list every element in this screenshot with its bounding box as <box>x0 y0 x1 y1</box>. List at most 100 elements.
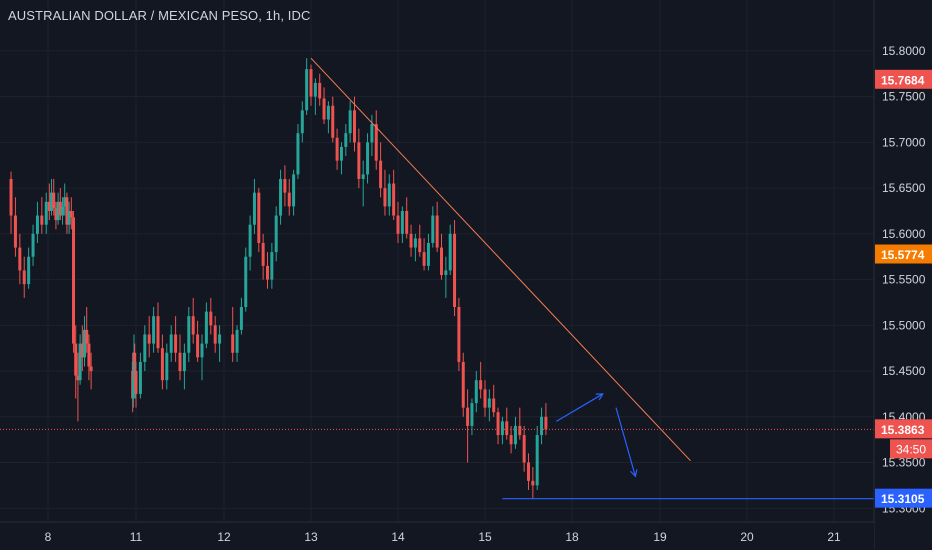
candle-body <box>85 329 89 344</box>
candle-body <box>44 201 48 225</box>
candle-body <box>370 124 374 143</box>
candle-body <box>87 343 91 367</box>
candle-body <box>83 329 87 358</box>
candle-body <box>165 352 169 381</box>
candle-body <box>218 334 222 344</box>
candle-body <box>58 201 62 216</box>
drawings[interactable] <box>0 57 874 500</box>
candle-body <box>405 210 409 234</box>
candle-body <box>374 124 378 161</box>
time-tick-label: 19 <box>653 530 667 544</box>
symbol-title: AUSTRALIAN DOLLAR / MEXICAN PESO, 1h, ID… <box>8 8 311 23</box>
candle-body <box>133 352 137 381</box>
candle-body <box>209 311 213 326</box>
candle-body <box>78 343 82 381</box>
time-tick-label: 20 <box>740 530 754 544</box>
candle-body <box>313 82 317 97</box>
candle-body <box>54 208 58 221</box>
price-tick-label: 15.7000 <box>882 135 926 149</box>
candle-body <box>531 480 535 486</box>
candle-body <box>213 325 217 344</box>
candle-body <box>413 238 417 248</box>
candle-body <box>483 389 487 408</box>
candle-body <box>387 183 391 207</box>
candle-body <box>35 215 39 234</box>
price-tick-label: 15.6500 <box>882 181 926 195</box>
candle-body <box>500 421 504 436</box>
price-axis[interactable]: 15.300015.350015.400015.450015.500015.55… <box>873 0 932 550</box>
price-tick-label: 15.8000 <box>882 44 926 58</box>
time-tick-label: 14 <box>391 530 405 544</box>
candle-body <box>257 192 261 243</box>
candle-body <box>535 435 539 486</box>
candle-body <box>331 105 335 138</box>
candle-body <box>479 380 483 390</box>
candle-body <box>178 352 182 372</box>
countdown-badge <box>890 439 932 459</box>
candle-body <box>400 210 404 234</box>
projection-arrow[interactable] <box>556 393 604 422</box>
candle-body <box>63 197 67 207</box>
price-badge <box>875 419 932 439</box>
candle-body <box>138 361 142 394</box>
candle-body <box>47 201 51 211</box>
candle-body <box>160 348 164 381</box>
candle-body <box>204 311 208 344</box>
candle-body <box>169 334 173 353</box>
candle-body <box>52 192 56 209</box>
candle-body <box>361 174 365 179</box>
candle-body <box>444 270 448 275</box>
candle-body <box>252 192 256 225</box>
candle-body <box>270 252 274 280</box>
candle-body <box>244 256 248 308</box>
candle-body <box>383 188 387 207</box>
candle-body <box>396 215 400 234</box>
projection-arrow[interactable] <box>615 407 636 477</box>
candle-body <box>191 316 195 335</box>
candle-body <box>31 233 35 257</box>
time-axis[interactable]: 8 11 12 13 14 15 18 19 20 21 <box>0 521 874 550</box>
candle-body <box>513 425 517 445</box>
candle-body <box>300 110 304 134</box>
candle-body <box>80 343 84 358</box>
candle-body <box>18 247 22 271</box>
candle-body <box>487 398 491 408</box>
candle-body <box>174 334 178 353</box>
candle-body <box>309 69 313 97</box>
candle-body <box>392 183 396 216</box>
candle-body <box>65 197 69 225</box>
candle-body <box>457 307 461 362</box>
trendline[interactable] <box>310 57 691 462</box>
candle-body <box>492 398 496 413</box>
candle-body <box>196 334 200 358</box>
candle-body <box>474 380 478 404</box>
candle-body <box>235 329 239 353</box>
candle-body <box>466 407 470 426</box>
countdown-label: 34:50 <box>896 442 926 456</box>
candle-body <box>200 343 204 358</box>
time-tick-label: 15 <box>478 530 492 544</box>
candle-body <box>357 142 361 179</box>
candle-body <box>379 160 383 189</box>
projection-arrowhead <box>630 469 638 478</box>
projection-arrowhead <box>595 393 604 401</box>
candle-body <box>182 352 186 372</box>
candle-body <box>261 242 265 266</box>
candle-body <box>279 178 283 216</box>
candle-body <box>544 416 548 430</box>
candle-body <box>339 146 343 161</box>
time-tick-label: 11 <box>130 530 143 544</box>
candle-body <box>287 192 291 207</box>
time-tick-label: 8 <box>45 530 52 544</box>
grid <box>0 0 874 522</box>
time-tick-label: 13 <box>304 530 318 544</box>
candle-body <box>335 137 339 161</box>
candle-body <box>461 361 465 408</box>
candle-body <box>69 210 73 218</box>
candle-body <box>74 343 78 376</box>
candle-body <box>274 215 278 253</box>
candle-body <box>540 416 544 436</box>
